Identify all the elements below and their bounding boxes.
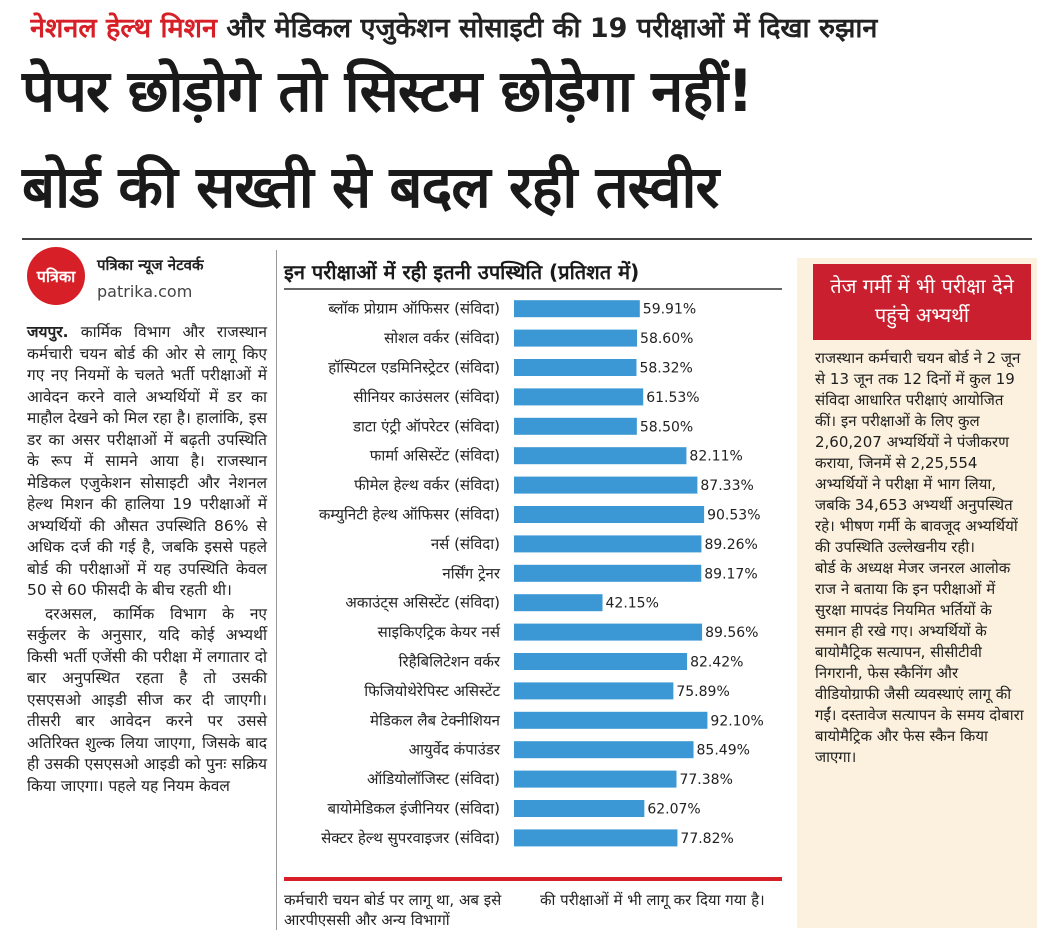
chart-category-label: आयुर्वेद कंपाउंडर — [409, 741, 501, 760]
chart-category-label: फिजियोथेरेपिस्ट असिस्टेंट — [364, 682, 500, 700]
article-paragraph-2: दरअसल, कार्मिक विभाग के नए सर्कुलर के अन… — [27, 604, 267, 795]
chart-value-label: 61.53% — [646, 390, 699, 406]
kicker-text: और मेडिकल एजुकेशन सोसाइटी की 19 परीक्षाओ… — [226, 13, 878, 44]
chart-bar — [514, 447, 687, 465]
chart-bar — [514, 359, 637, 376]
chart-category-label: सीनियर काउंसलर (संविदा) — [353, 388, 500, 406]
chart-bar — [514, 829, 678, 847]
chart-bar — [514, 623, 703, 641]
chart-bar — [514, 682, 674, 700]
sidebar-paragraph-1: राजस्थान कर्मचारी चयन बोर्ड ने 2 जून से … — [815, 349, 1021, 556]
chart-bar — [514, 770, 677, 788]
chart-category-label: ब्लॉक प्रोग्राम ऑफिसर (संविदा) — [328, 300, 500, 318]
sidebar-text: राजस्थान कर्मचारी चयन बोर्ड ने 2 जून से … — [815, 348, 1027, 768]
patrika-logo: पत्रिका — [27, 247, 85, 305]
chart-title-divider — [284, 288, 782, 290]
chart-bar — [514, 329, 638, 347]
attendance-bar-chart: ब्लॉक प्रोग्राम ऑफिसर (संविदा) 59.91% सोशल… — [319, 300, 764, 848]
chart-category-label: हॉस्पिटल एडमिनिस्ट्रेटर (संविदा) — [328, 359, 500, 377]
chart-category-label: साइकिएट्रिक केयर नर्स — [378, 623, 501, 641]
dateline: जयपुर. — [27, 323, 69, 341]
kicker-highlight: नेशनल हेल्थ मिशन — [30, 13, 218, 44]
chart-value-label: 42.15% — [606, 596, 659, 612]
chart-category-label: रिहैबिलिटेशन वर्कर — [399, 653, 501, 671]
article-body: जयपुर. कार्मिक विभाग और राजस्थान कर्मचार… — [27, 322, 267, 799]
chart-value-label: 89.26% — [704, 537, 757, 553]
headline-line-1: पेपर छोड़ोगे तो सिस्टम छोड़ेगा नहीं! — [22, 57, 754, 125]
article-continuation-2: की परीक्षाओं में भी लागू कर दिया गया है। — [540, 891, 765, 909]
chart-value-label: 90.53% — [707, 508, 760, 524]
chart-value-label: 58.60% — [640, 331, 693, 347]
headline-divider — [22, 238, 1032, 240]
chart-category-label: अकाउंट्स असिस्टेंट (संविदा) — [345, 594, 500, 612]
headline-line-2: बोर्ड की सख्ती से बदल रही तस्वीर — [22, 153, 719, 221]
chart-bar — [514, 653, 688, 670]
chart-value-label: 58.50% — [640, 419, 693, 435]
chart-bar — [514, 506, 705, 523]
chart-value-label: 75.89% — [676, 684, 729, 700]
sidebar-box — [797, 258, 1037, 928]
chart-value-label: 89.56% — [705, 625, 758, 641]
chart-bar — [514, 711, 708, 729]
byline-site: patrika.com — [97, 282, 193, 301]
chart-value-label: 82.42% — [690, 655, 743, 671]
chart-category-label: सेक्टर हेल्थ सुपरवाइजर (संविदा) — [321, 829, 500, 848]
column-divider-left — [276, 250, 277, 930]
chart-value-label: 92.10% — [710, 713, 763, 729]
chart-value-label: 58.32% — [639, 361, 692, 377]
article-paragraph-1: जयपुर. कार्मिक विभाग और राजस्थान कर्मचार… — [27, 322, 267, 602]
chart-category-label: नर्सिंग ट्रेनर — [442, 564, 500, 582]
chart-category-label: मेडिकल लैब टेक्नीशियन — [370, 711, 501, 729]
chart-bar — [514, 476, 698, 494]
chart-category-label: कम्युनिटी हेल्थ ऑफिसर (संविदा) — [319, 506, 500, 525]
chart-bar — [514, 417, 637, 435]
chart-bar — [514, 388, 644, 406]
chart-value-label: 85.49% — [697, 743, 750, 759]
chart-bar — [514, 594, 603, 612]
chart-value-label: 62.07% — [647, 802, 700, 818]
chart-value-label: 82.11% — [689, 449, 742, 465]
chart-category-label: फीमेल हेल्थ वर्कर (संविदा) — [354, 476, 500, 494]
chart-value-label: 89.17% — [704, 566, 757, 582]
chart-category-label: सोशल वर्कर (संविदा) — [384, 329, 500, 347]
sidebar-header: तेज गर्मी में भी परीक्षा देने पहुंचे अभ्… — [813, 264, 1031, 340]
chart-bar — [514, 300, 640, 318]
chart-category-label: ऑडियोलॉजिस्ट (संविदा) — [367, 770, 500, 788]
chart-bar — [514, 535, 702, 553]
chart-bar — [514, 564, 702, 582]
article-continuation-1: कर्मचारी चयन बोर्ड पर लागू था, अब इसे आर… — [284, 891, 502, 929]
chart-category-label: फार्मा असिस्टेंट (संविदा) — [370, 447, 500, 465]
chart-bar — [514, 741, 694, 759]
byline-network: पत्रिका न्यूज नेटवर्क — [97, 256, 204, 274]
chart-bottom-divider — [284, 877, 782, 881]
sidebar-paragraph-2: बोर्ड के अध्यक्ष मेजर जनरल आलोक राज ने ब… — [815, 559, 1024, 766]
chart-category-label: नर्स (संविदा) — [431, 535, 500, 553]
chart-value-label: 77.82% — [680, 831, 733, 847]
chart-value-label: 77.38% — [679, 772, 732, 788]
chart-category-label: डाटा एंट्री ऑपरेटर (संविदा) — [352, 417, 500, 435]
article-paragraph-1-text: कार्मिक विभाग और राजस्थान कर्मचारी चयन ब… — [27, 323, 267, 599]
chart-value-label: 87.33% — [700, 478, 753, 494]
chart-category-label: बायोमेडिकल इंजीनियर (संविदा) — [328, 800, 501, 818]
kicker: नेशनल हेल्थ मिशन और मेडिकल एजुकेशन सोसाइ… — [30, 8, 1040, 52]
chart-title: इन परीक्षाओं में रही इतनी उपस्थिति (प्रत… — [284, 260, 640, 284]
chart-bar — [514, 800, 645, 817]
chart-value-label: 59.91% — [643, 302, 696, 318]
